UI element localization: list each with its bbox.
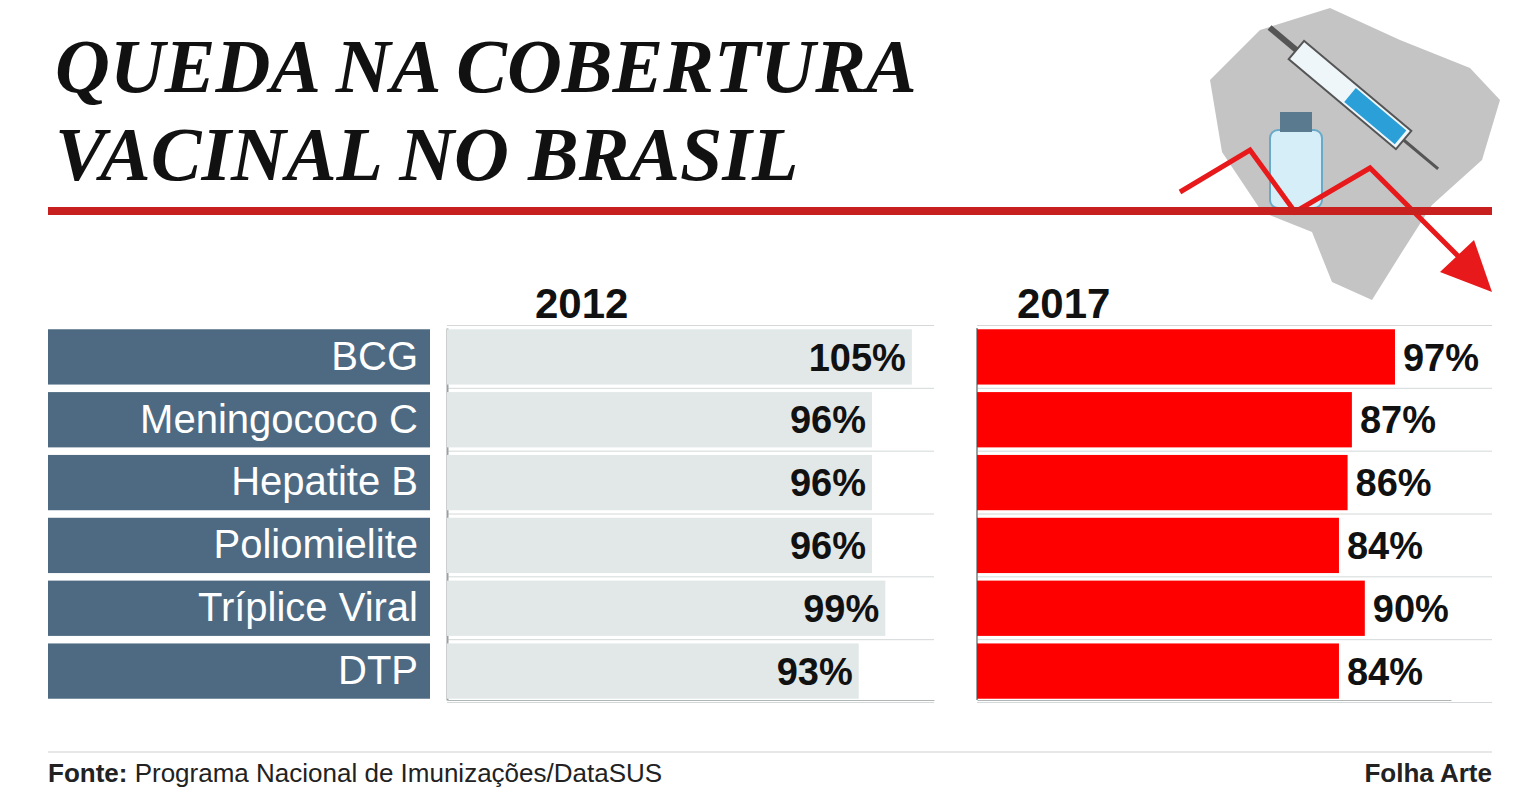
category-box bbox=[48, 643, 430, 698]
chart: QUEDA NA COBERTURAVACINAL NO BRASIL BCG Me… bbox=[0, 0, 1528, 800]
category-box bbox=[48, 392, 430, 447]
data-label: 84% bbox=[1347, 651, 1423, 693]
row-separator bbox=[977, 576, 1492, 577]
vial-cap bbox=[1280, 112, 1312, 132]
data-label: 93% bbox=[777, 651, 853, 693]
bar bbox=[447, 392, 872, 447]
x-axis-line bbox=[978, 700, 1452, 701]
category-box bbox=[48, 581, 430, 636]
row-separator bbox=[977, 388, 1492, 389]
x-axis bbox=[448, 700, 935, 701]
row-separator bbox=[447, 702, 934, 703]
category-label: BCG bbox=[331, 334, 418, 378]
data-label: 96% bbox=[790, 399, 866, 441]
title-line: VACINAL NO BRASIL bbox=[55, 112, 798, 196]
y-tick: DTP bbox=[338, 648, 447, 692]
syringe-liquid bbox=[1344, 88, 1406, 144]
row-separator bbox=[447, 388, 934, 389]
data-label: 96% bbox=[790, 462, 866, 504]
row-separator bbox=[447, 325, 934, 326]
series-heading: 2017 bbox=[1017, 280, 1110, 327]
illustration bbox=[1180, 8, 1500, 300]
y-tick: BCG bbox=[331, 334, 447, 378]
bar bbox=[447, 329, 912, 384]
bar bbox=[977, 329, 1395, 384]
data-label: 99% bbox=[803, 588, 879, 630]
title: QUEDA NA COBERTURAVACINAL NO BRASIL bbox=[55, 24, 917, 196]
row-separator bbox=[977, 639, 1492, 640]
y-tick: Poliomielite bbox=[213, 522, 447, 566]
bar bbox=[977, 455, 1348, 510]
trend-arrow-head bbox=[1440, 240, 1492, 292]
row-separator bbox=[447, 514, 934, 515]
source-label: Fonte: bbox=[48, 758, 127, 788]
bar bbox=[447, 581, 885, 636]
bars bbox=[447, 329, 912, 698]
source-text: Programa Nacional de Imunizações/DataSUS bbox=[127, 758, 662, 788]
data-label: 84% bbox=[1347, 525, 1423, 567]
y-tick: Tríplice Viral bbox=[198, 585, 447, 629]
credit: Folha Arte bbox=[1364, 758, 1492, 788]
category-label: Meningococo C bbox=[140, 397, 418, 441]
row-separator bbox=[447, 576, 934, 577]
y-tick: Hepatite B bbox=[231, 459, 447, 503]
source: Fonte: Programa Nacional de Imunizações/… bbox=[48, 758, 662, 788]
y-axis: BCG Meningococo C Hepatite B Poliomielite Tr… bbox=[140, 329, 447, 701]
bar bbox=[447, 518, 872, 573]
bars bbox=[977, 329, 1395, 698]
syringe-plunger bbox=[1270, 28, 1297, 50]
data-label: 97% bbox=[1403, 337, 1479, 379]
row-separator bbox=[447, 451, 934, 452]
category-box bbox=[48, 455, 430, 510]
title-line: QUEDA NA COBERTURA bbox=[55, 24, 917, 108]
footer-rule bbox=[48, 752, 1492, 753]
row-separator bbox=[447, 639, 934, 640]
x-axis bbox=[978, 700, 1452, 701]
bar bbox=[447, 455, 872, 510]
y-tick: Meningococo C bbox=[140, 397, 447, 441]
x-axis-line bbox=[448, 700, 935, 701]
category-label: Poliomielite bbox=[213, 522, 418, 566]
bar bbox=[977, 643, 1339, 698]
bar bbox=[977, 392, 1352, 447]
data-labels: 97% 87% 86% 84% 90% 84% bbox=[1347, 337, 1479, 693]
data-labels: 105% 96% 96% 96% 99% 93% bbox=[777, 337, 906, 693]
category-label: DTP bbox=[338, 648, 418, 692]
title-rule bbox=[48, 207, 1492, 215]
bar bbox=[977, 518, 1339, 573]
data-label: 90% bbox=[1373, 588, 1449, 630]
data-label: 86% bbox=[1356, 462, 1432, 504]
bar bbox=[447, 643, 859, 698]
data-label: 87% bbox=[1360, 399, 1436, 441]
data-label: 105% bbox=[809, 337, 906, 379]
row-separator bbox=[977, 451, 1492, 452]
category-box bbox=[48, 329, 430, 384]
category-box bbox=[48, 518, 430, 573]
row-separator bbox=[977, 514, 1492, 515]
bar bbox=[977, 581, 1365, 636]
category-label: Tríplice Viral bbox=[198, 585, 418, 629]
vial bbox=[1270, 130, 1322, 208]
data-label: 96% bbox=[790, 525, 866, 567]
category-label: Hepatite B bbox=[231, 459, 418, 503]
series-heading: 2012 bbox=[535, 280, 628, 327]
syringe-needle bbox=[1404, 140, 1438, 169]
row-separator bbox=[977, 702, 1492, 703]
